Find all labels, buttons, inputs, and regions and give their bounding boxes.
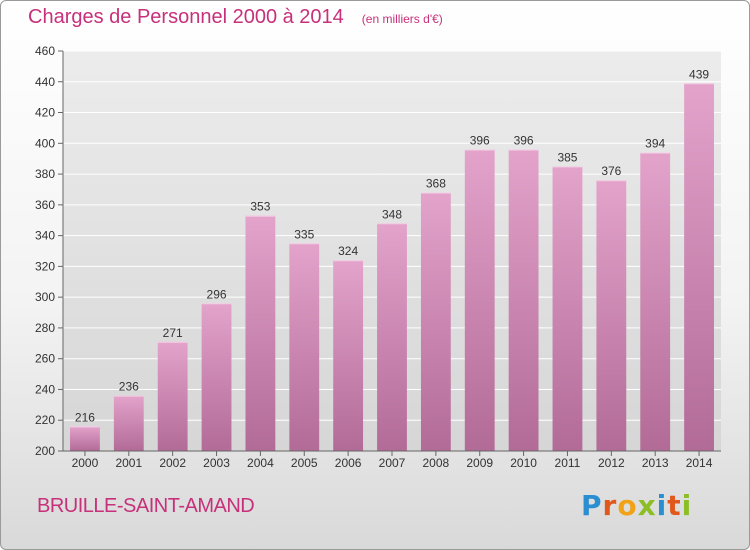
- bar-2002: [157, 341, 188, 451]
- bar-2001: [113, 395, 144, 451]
- data-label: 348: [382, 207, 402, 221]
- bar-2008: [420, 192, 451, 452]
- data-label: 396: [514, 133, 534, 147]
- logo-letter: r: [602, 489, 618, 522]
- bar-2013: [640, 152, 671, 452]
- data-label: 271: [163, 326, 183, 340]
- x-tick-label: 2005: [291, 456, 318, 470]
- x-axis: 2000 2001 2002 2003 2004 2005 2006 2007 2008 2009…: [63, 450, 721, 470]
- y-tick-label: 420: [35, 106, 55, 120]
- bar-2014: [684, 83, 714, 452]
- data-label: 324: [338, 244, 358, 258]
- data-label: 353: [250, 200, 270, 214]
- title-block: Charges de Personnel 2000 à 2014 (en mill…: [28, 6, 443, 29]
- x-tick-label: 2007: [379, 456, 406, 470]
- x-tick-label: 2011: [555, 456, 581, 470]
- y-tick-label: 440: [35, 75, 55, 89]
- y-tick-label: 200: [35, 444, 55, 458]
- data-label: 296: [207, 287, 227, 301]
- x-tick-label: 2004: [247, 456, 274, 470]
- data-label: 335: [294, 227, 314, 241]
- data-label: 376: [601, 164, 621, 178]
- y-tick-label: 260: [35, 352, 55, 366]
- bar-2010: [508, 149, 539, 451]
- bar-2005: [289, 243, 320, 451]
- bar-2011: [552, 166, 583, 451]
- bar-2012: [596, 180, 627, 451]
- x-tick-label: 2013: [642, 456, 669, 470]
- bar-2003: [201, 303, 232, 451]
- data-label: 439: [689, 67, 709, 81]
- x-tick-label: 2002: [159, 456, 186, 470]
- data-label: 216: [75, 410, 95, 424]
- x-tick-label: 2008: [423, 456, 450, 470]
- logo-letter: o: [617, 489, 638, 522]
- y-tick-label: 460: [35, 44, 55, 58]
- y-tick-label: 360: [35, 198, 55, 212]
- x-tick-label: 2000: [72, 456, 99, 470]
- x-tick-label: 2001: [115, 456, 142, 470]
- y-tick-label: 300: [35, 290, 55, 304]
- bar-2009: [464, 149, 495, 451]
- y-tick-label: 280: [35, 321, 55, 335]
- y-tick-label: 220: [35, 413, 55, 427]
- chart-subtitle: (en milliers d'€): [361, 12, 443, 26]
- x-tick-label: 2003: [203, 456, 230, 470]
- x-tick-label: 2006: [335, 456, 362, 470]
- x-tick-label: 2014: [686, 456, 713, 470]
- x-tick-label: 2010: [510, 456, 537, 470]
- data-label: 396: [470, 133, 490, 147]
- data-label: 394: [645, 137, 665, 151]
- x-tick-label: 2012: [598, 456, 625, 470]
- logo-letter: P: [581, 489, 603, 522]
- y-tick-label: 380: [35, 167, 55, 181]
- bar-2006: [333, 260, 364, 451]
- logo-letter: i: [656, 489, 668, 522]
- bar-2004: [245, 215, 276, 451]
- data-label: 385: [557, 150, 577, 164]
- bar-2000: [70, 426, 100, 451]
- chart-title: Charges de Personnel 2000 à 2014: [28, 6, 344, 28]
- x-tick-label: 2009: [466, 456, 493, 470]
- y-tick-label: 240: [35, 382, 55, 396]
- proxiti-logo[interactable]: Proxiti: [581, 489, 692, 522]
- commune-name: BRUILLE-SAINT-AMAND: [37, 495, 255, 517]
- y-tick-label: 340: [35, 229, 55, 243]
- logo-letter: t: [667, 489, 682, 522]
- bar-2007: [377, 223, 407, 451]
- data-label: 236: [119, 380, 139, 394]
- data-label: 368: [426, 177, 446, 191]
- y-tick-label: 400: [35, 136, 55, 150]
- y-tick-label: 320: [35, 259, 55, 273]
- logo-letter: i: [681, 489, 693, 522]
- y-axis: 200 220 240 260 280 300 320 340 360 380 400 420 440 4…: [35, 44, 64, 458]
- logo-letter: x: [637, 489, 657, 522]
- bars: 216 236 271 296 353 335 324 348 368 396 396 385 376 3…: [70, 67, 714, 452]
